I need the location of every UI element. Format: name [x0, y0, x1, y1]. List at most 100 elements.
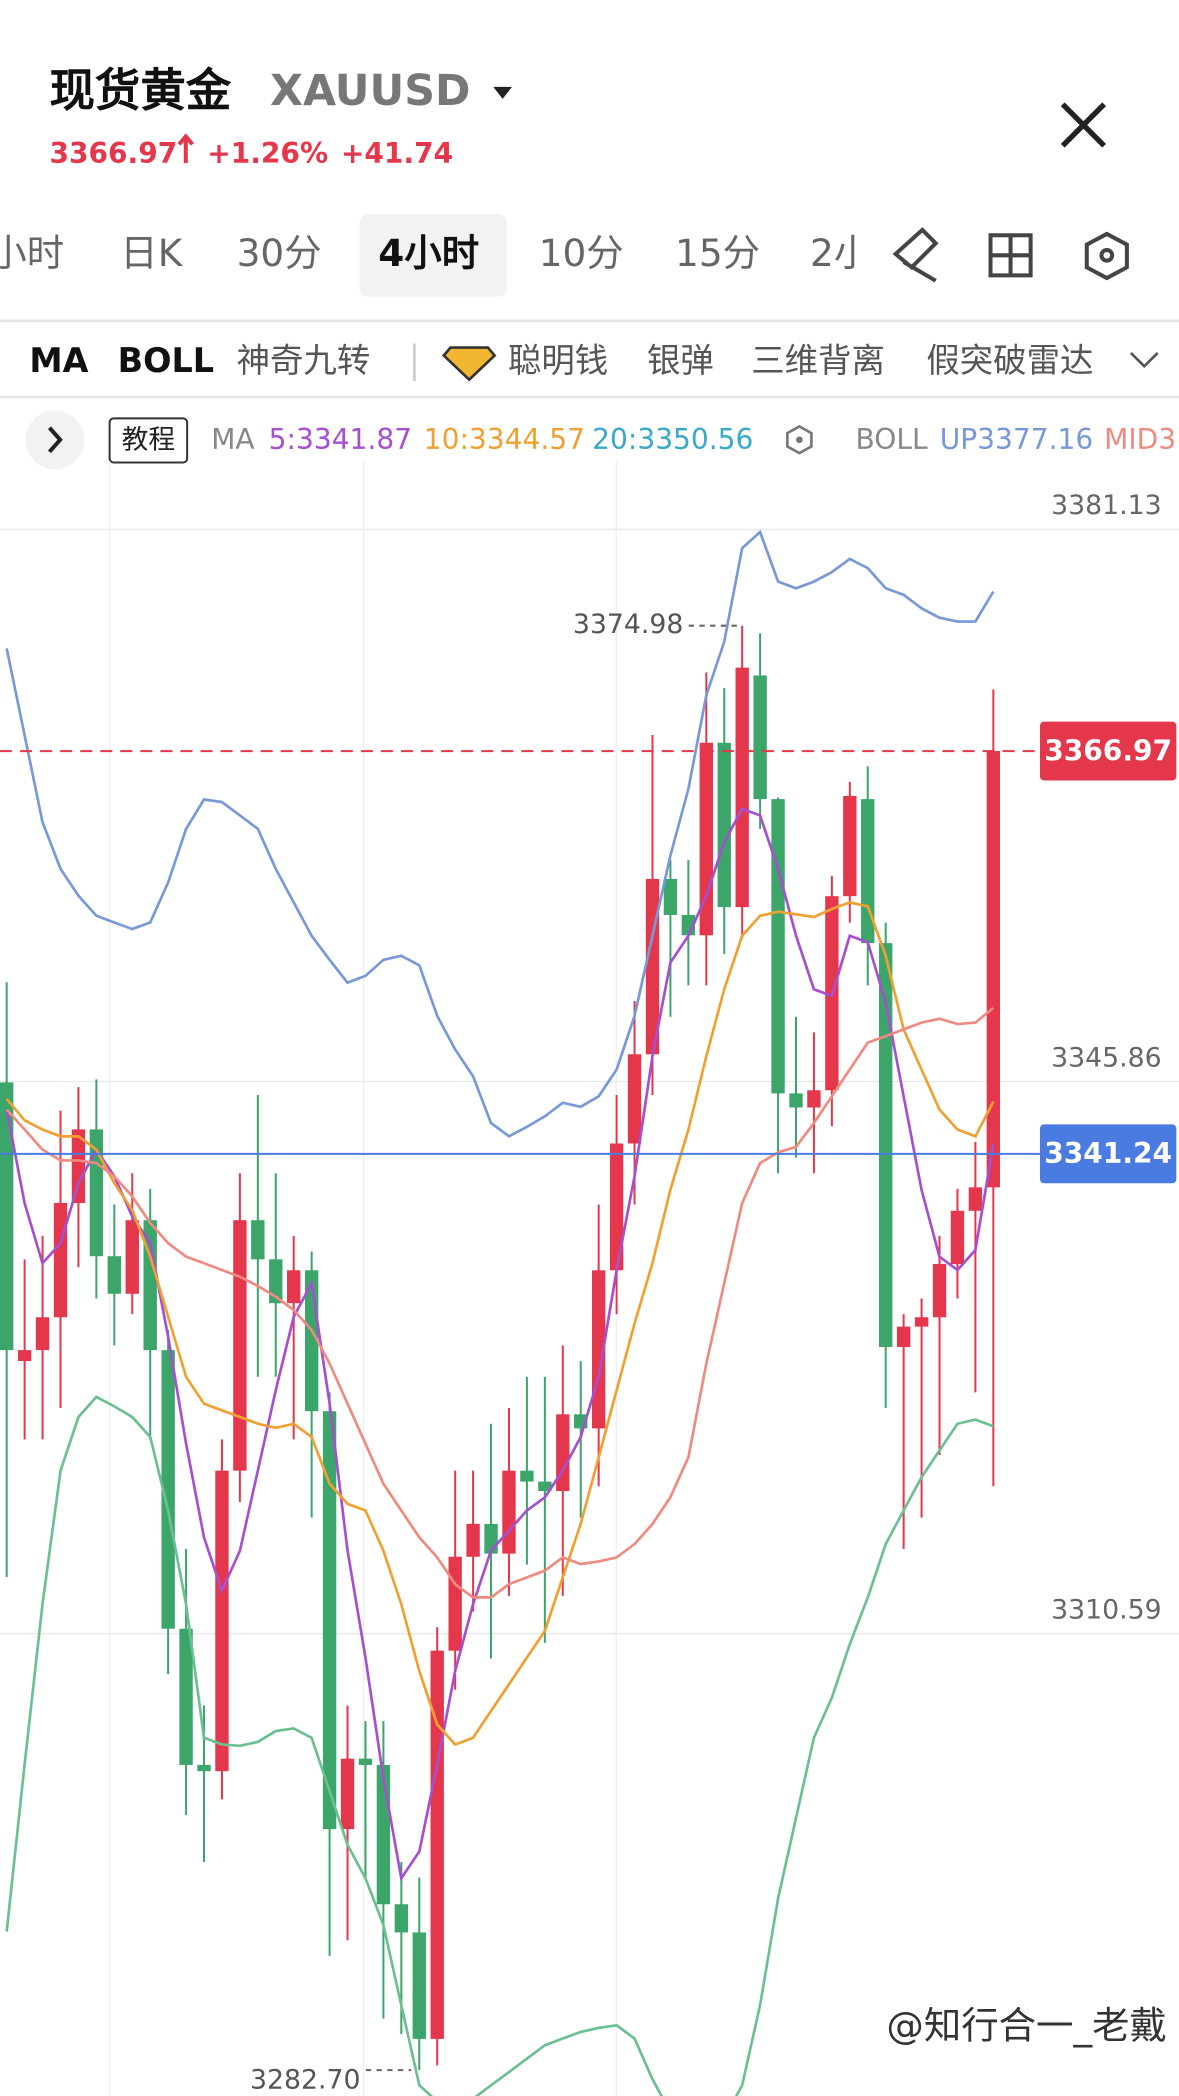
- candle-body: [322, 1411, 337, 1830]
- change-pct: +1.26%: [207, 137, 328, 170]
- candle-body: [932, 1264, 947, 1318]
- change: +41.74: [341, 137, 453, 170]
- candle-body: [896, 1326, 911, 1347]
- collapse-button[interactable]: [25, 410, 85, 470]
- tab[interactable]: 日K: [120, 231, 183, 275]
- candle-body: [107, 1256, 122, 1294]
- diamond-icon: [441, 346, 497, 382]
- candle-body: [520, 1470, 534, 1482]
- candle-body: [466, 1523, 480, 1557]
- candle-body: [879, 943, 893, 1347]
- candle-body: [376, 1764, 391, 1905]
- legend-entry: 5:3341.87: [269, 423, 412, 456]
- indicator[interactable]: MA: [29, 341, 88, 380]
- indicator-line: [5, 529, 995, 1138]
- candle-body: [663, 878, 678, 915]
- indicator-bar: MA BOLL 神奇九转 聪明钱 银弹 三维背离 假突破雷达: [29, 341, 1093, 380]
- tab[interactable]: 4小时: [378, 231, 479, 275]
- symbol[interactable]: XAUUSD: [270, 66, 471, 116]
- crosshair-label: 3341.24: [1044, 1137, 1172, 1170]
- price: 3366.97: [49, 137, 177, 170]
- candle-body: [197, 1764, 211, 1772]
- candle-body: [71, 1129, 86, 1203]
- up-arrow: [177, 133, 195, 164]
- candle-body: [89, 1129, 104, 1257]
- tutorial[interactable]: 教程: [122, 425, 175, 456]
- tab[interactable]: 小时: [0, 231, 64, 275]
- instrument-name: 现货黄金: [49, 64, 231, 117]
- legend-entry: 10:3344.57: [424, 423, 585, 456]
- indicator-line: [5, 901, 995, 1747]
- candle-body: [807, 1090, 821, 1108]
- expand-icon[interactable]: [1129, 351, 1159, 369]
- high-label: 3374.98: [573, 609, 684, 640]
- legend-entry: UP3377.16: [940, 423, 1094, 456]
- candle-body: [771, 799, 785, 1094]
- y-tick-label: 3345.86: [1051, 1042, 1162, 1073]
- candle-body: [215, 1470, 229, 1772]
- boll-mid-label: MID3: [1104, 423, 1176, 456]
- candle-body: [53, 1202, 68, 1318]
- tab[interactable]: 30分: [237, 231, 322, 275]
- tab[interactable]: 2小: [810, 231, 871, 275]
- candle-body: [556, 1414, 570, 1492]
- candle-body: [161, 1350, 175, 1629]
- candle-body: [627, 1054, 642, 1144]
- tab-selected-bg: [359, 213, 507, 297]
- toolbar-icons: [892, 227, 1129, 283]
- ma-label: MA: [211, 423, 254, 456]
- candle-body: [717, 742, 731, 908]
- indicator[interactable]: 银弹: [647, 341, 714, 380]
- candle-body: [986, 751, 1001, 1188]
- plot: [0, 528, 1179, 2096]
- candle-body: [914, 1317, 929, 1327]
- indicator-line: [5, 807, 995, 1882]
- indicator-line: [5, 1006, 995, 1599]
- candle-body: [609, 1143, 624, 1271]
- candle-body: [448, 1556, 462, 1651]
- candle-body: [950, 1210, 965, 1265]
- draw-icon[interactable]: [892, 227, 939, 283]
- boll-label: BOLL: [856, 423, 928, 456]
- candle-body: [0, 1082, 14, 1351]
- candle-body: [251, 1220, 265, 1260]
- indicator[interactable]: 假突破雷达: [926, 341, 1093, 380]
- indicator[interactable]: 聪明钱: [508, 341, 608, 380]
- candle-body: [843, 795, 857, 897]
- candle-body: [17, 1350, 32, 1362]
- tutorial-box[interactable]: [108, 417, 189, 464]
- y-tick-label: 3381.13: [1051, 490, 1162, 521]
- candle-body: [179, 1628, 193, 1765]
- indicator[interactable]: 三维背离: [751, 341, 885, 380]
- time-grid: [108, 461, 617, 2096]
- candle-body: [412, 1932, 426, 2039]
- y-tick-label: 3310.59: [1051, 1594, 1162, 1625]
- candle-body: [287, 1270, 301, 1304]
- indicator[interactable]: BOLL: [118, 341, 214, 380]
- settings-icon[interactable]: [786, 424, 813, 455]
- legend-entry: 20:3350.56: [592, 423, 753, 456]
- candle-body: [538, 1481, 552, 1492]
- low-label: 3282.70: [250, 2064, 360, 2095]
- tab[interactable]: 10分: [539, 231, 624, 275]
- legend: MA BOLL MID3 5:3341.87 10:3344.57 20:3350.…: [211, 423, 1176, 456]
- tab[interactable]: 15分: [675, 231, 760, 275]
- indicator[interactable]: 神奇九转: [237, 341, 371, 380]
- overlay: 3381.13 3345.86 3310.59 3374.98 3282.70 3366.…: [0, 490, 1177, 2095]
- candle-body: [125, 1220, 139, 1294]
- crosshair-tag: [1039, 1124, 1177, 1184]
- watermark: @知行合一_老戴: [886, 2003, 1167, 2047]
- candle-body: [35, 1317, 50, 1351]
- last-price-label: 3366.97: [1044, 734, 1172, 767]
- settings-icon[interactable]: [1084, 231, 1129, 281]
- candle-body: [269, 1259, 283, 1304]
- indicator-line: [5, 1395, 994, 2096]
- close-button[interactable]: [1060, 102, 1107, 148]
- dropdown-icon[interactable]: [493, 86, 512, 99]
- candle-body: [502, 1470, 516, 1554]
- candle-body: [735, 667, 749, 908]
- tabs: 小时 日K 30分 4小时 10分 15分 2小: [0, 231, 871, 275]
- candle-body: [358, 1758, 373, 1765]
